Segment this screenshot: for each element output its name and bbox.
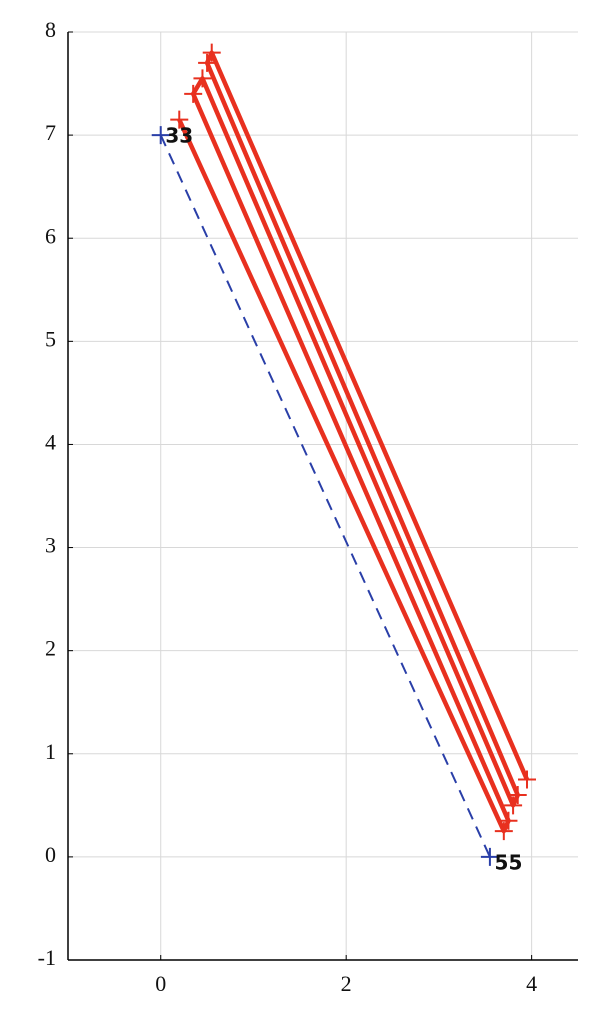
point-marker: [508, 786, 527, 805]
y-tick-label: 7: [45, 120, 56, 145]
y-tick-label: 5: [45, 326, 56, 351]
point-marker: [198, 53, 217, 72]
annotation: 33: [165, 124, 193, 148]
point-marker: [494, 822, 513, 841]
point-marker: [193, 69, 212, 88]
y-tick-label: 1: [45, 739, 56, 764]
y-tick-label: 4: [45, 429, 56, 454]
point-marker: [170, 110, 189, 129]
y-tick-label: 0: [45, 842, 56, 867]
grid: [68, 31, 578, 961]
axes: -1 0 1 2 3 4 5 6 7 8 0 2 4: [38, 17, 578, 996]
y-tick-label: 8: [45, 17, 56, 42]
annotation: 55: [495, 851, 523, 875]
y-tick-label: 2: [45, 636, 56, 661]
point-marker: [499, 811, 518, 830]
point-marker: [151, 126, 170, 145]
x-tick-label: 0: [155, 971, 166, 996]
y-tick-label: 6: [45, 223, 56, 248]
point-marker: [202, 43, 221, 62]
point-marker: [480, 847, 499, 866]
x-tick-label: 2: [341, 971, 352, 996]
series-line: [177, 50, 530, 834]
point-marker: [518, 770, 536, 789]
y-tick-label: 3: [45, 533, 56, 558]
x-tick-label: 4: [526, 971, 537, 996]
y-tick-label: -1: [38, 945, 56, 970]
point-marker: [184, 84, 203, 103]
series-line: [159, 134, 491, 858]
point-marker: [504, 796, 523, 815]
plot: 33 55: [151, 43, 536, 875]
